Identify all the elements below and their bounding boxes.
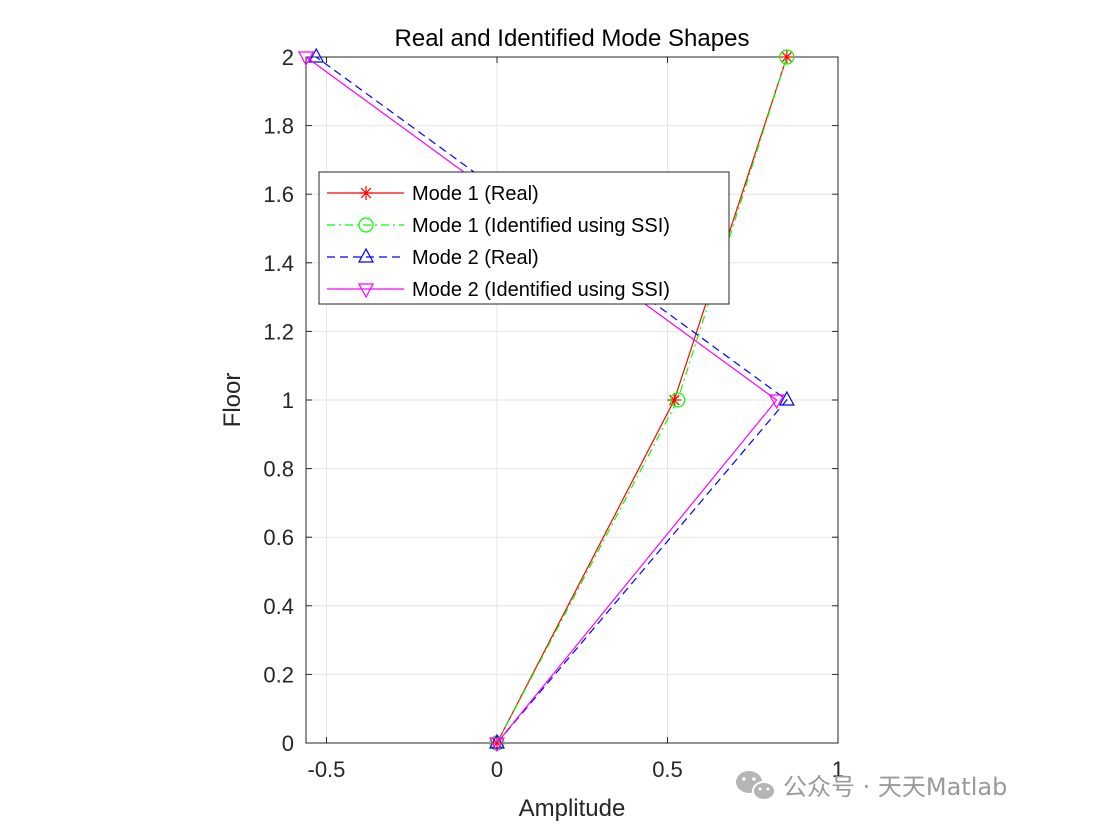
y-tick-label: 2 xyxy=(282,45,294,70)
triangle-down-marker xyxy=(357,283,375,299)
triangle-up-marker xyxy=(778,390,795,406)
series-2 xyxy=(489,49,795,751)
legend-entry: Mode 1 (Real) xyxy=(327,183,539,205)
x-tick-label: 1 xyxy=(832,757,844,782)
triangle-down-marker xyxy=(297,51,315,67)
y-tick-label: 1 xyxy=(282,388,294,413)
y-tick-label: 0.8 xyxy=(263,457,294,482)
legend-entry: Mode 2 (Identified using SSI) xyxy=(327,279,670,301)
x-tick-label: 0 xyxy=(491,757,503,782)
axis-ticks: -0.5 0 0.5 1 0 0.2 0.4 0.6 0.8 1 1.2 1.4 1.6 1.8 2 xyxy=(263,45,844,782)
circle-marker xyxy=(358,217,374,233)
watermark: 公众号 · 天天Matlab xyxy=(736,771,1007,801)
series-line xyxy=(496,56,788,744)
asterisk-marker xyxy=(779,50,794,64)
y-tick-label: 0.2 xyxy=(263,662,294,687)
series-3 xyxy=(308,47,795,749)
legend-entry: Mode 2 (Real) xyxy=(327,247,539,269)
x-tick-label: 0.5 xyxy=(652,757,683,782)
series-line xyxy=(315,56,788,744)
chart-title: Real and Identified Mode Shapes xyxy=(395,25,750,52)
circle-marker xyxy=(670,392,686,408)
x-axis-label: Amplitude xyxy=(519,795,626,822)
y-axis-label: Floor xyxy=(219,373,246,428)
y-tick-label: 1.2 xyxy=(263,319,294,344)
triangle-down-marker xyxy=(768,394,785,410)
legend-label: Mode 1 (Identified using SSI) xyxy=(412,215,670,237)
grid xyxy=(306,56,839,744)
legend-label: Mode 2 (Identified using SSI) xyxy=(412,279,670,301)
triangle-up-marker xyxy=(357,247,375,263)
y-tick-label: 0.4 xyxy=(263,594,294,619)
series-4 xyxy=(297,51,785,753)
circle-marker xyxy=(779,49,795,65)
legend-label: Mode 1 (Real) xyxy=(412,183,539,205)
asterisk-marker xyxy=(667,393,682,407)
watermark-text: 公众号 · 天天Matlab xyxy=(783,773,1007,801)
triangle-up-marker xyxy=(488,733,505,749)
triangle-up-marker xyxy=(308,47,325,63)
legend-box xyxy=(318,171,730,305)
y-tick-label: 0.6 xyxy=(263,525,294,550)
series-lines xyxy=(297,47,795,753)
x-tick-label: -0.5 xyxy=(308,757,346,782)
wechat-icon xyxy=(736,771,776,801)
legend-entry: Mode 1 (Identified using SSI) xyxy=(327,215,670,237)
y-tick-label: 1.4 xyxy=(263,251,294,276)
asterisk-marker xyxy=(359,186,373,200)
y-tick-label: 1.6 xyxy=(263,182,294,207)
legend-label: Mode 2 (Real) xyxy=(412,247,539,269)
y-tick-label: 1.8 xyxy=(263,114,294,139)
triangle-down-marker xyxy=(488,737,505,753)
y-tick-label: 0 xyxy=(282,731,294,756)
series-line xyxy=(305,56,778,744)
legend: Mode 1 (Real) Mode 1 (Identified using SS… xyxy=(318,171,730,305)
